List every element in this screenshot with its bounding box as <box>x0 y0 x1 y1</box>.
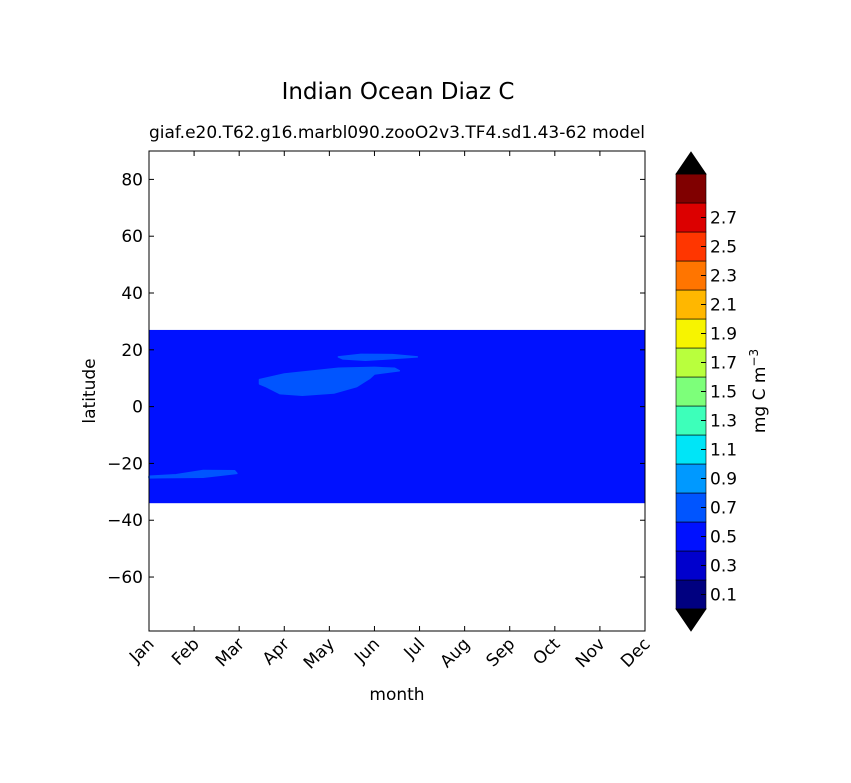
colorbar-label-exponent: −3 <box>747 349 761 367</box>
x-tick-label: Aug <box>437 634 475 672</box>
colorbar-tick-label: 1.3 <box>710 412 737 432</box>
colorbar-tick-label: 0.9 <box>710 470 737 490</box>
x-tick-label: Mar <box>212 634 249 671</box>
y-axis: 80 60 40 20 0 −20 −40 −60 <box>107 170 645 588</box>
colorbar-extend-over <box>675 151 707 175</box>
chart-title: Indian Ocean Diaz C <box>282 79 515 105</box>
y-axis-label: latitude <box>80 358 100 423</box>
y-tick-label: 20 <box>121 341 143 361</box>
colorbar-tick-label: 0.7 <box>710 499 737 519</box>
colorbar-tick-label: 0.5 <box>710 528 737 548</box>
colorbar-tick-label: 2.3 <box>710 267 737 287</box>
colorbar-tick-label: 1.9 <box>710 325 737 345</box>
y-tick-label: −40 <box>107 511 143 531</box>
plot-area <box>148 329 645 504</box>
y-tick-label: 0 <box>132 398 143 418</box>
x-tick-label: Apr <box>259 634 294 669</box>
colorbar: 0.1 0.3 0.5 0.7 0.9 1.1 1.3 1.5 1.7 1.9 2.1 2.3 2.5 2… <box>675 151 737 632</box>
colorbar-tick-label: 2.5 <box>710 238 737 258</box>
chart-subtitle-right: model <box>592 123 645 143</box>
x-tick-label: Jan <box>125 634 158 667</box>
contour-patch-feb <box>148 469 238 479</box>
y-tick-label: 80 <box>121 170 143 190</box>
x-tick-label: Jul <box>400 634 429 663</box>
colorbar-tick-label: 2.7 <box>710 209 737 229</box>
x-tick-label: May <box>300 634 339 673</box>
colorbar-label: mg C m−3 <box>747 349 770 433</box>
colorbar-tick-label: 1.1 <box>710 441 737 461</box>
x-tick-label: Nov <box>572 634 610 672</box>
colorbar-tick-label: 2.1 <box>710 296 737 316</box>
colorbar-tick-label: 1.5 <box>710 383 737 403</box>
colorbar-swatch <box>675 173 707 204</box>
y-tick-label: 60 <box>121 227 143 247</box>
x-tick-label: Feb <box>168 634 203 669</box>
plot-frame <box>148 150 646 632</box>
colorbar-label-text: mg C m <box>750 367 770 434</box>
y-tick-label: 40 <box>121 284 143 304</box>
colorbar-tick-label: 1.7 <box>710 354 737 374</box>
colorbar-tick-label: 0.3 <box>710 557 737 577</box>
colorbar-tick-label: 0.1 <box>710 586 737 606</box>
x-tick-label: Dec <box>617 634 654 671</box>
y-tick-label: −60 <box>107 568 143 588</box>
x-axis-label: month <box>369 685 424 705</box>
contour-patch-apr-jun <box>258 366 401 397</box>
colorbar-extend-under <box>675 608 707 632</box>
x-tick-label: Sep <box>482 634 519 671</box>
x-tick-label: Jun <box>350 634 384 668</box>
chart-subtitle-left: giaf.e20.T62.g16.marbl090.zooO2v3.TF4.sd… <box>149 123 587 143</box>
x-tick-label: Oct <box>529 634 564 669</box>
contour-patch-jun <box>337 353 419 362</box>
y-tick-label: −20 <box>107 454 143 474</box>
